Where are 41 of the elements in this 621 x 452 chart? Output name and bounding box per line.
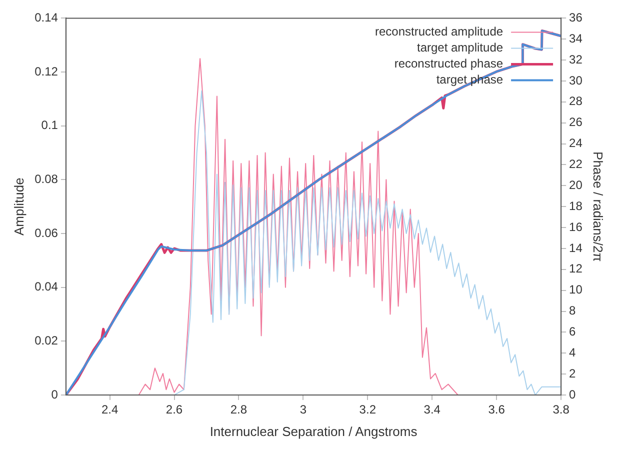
y-tick-label: 0.14 (34, 10, 58, 25)
y2-tick-label: 28 (569, 94, 583, 108)
y2-tick-label: 16 (569, 220, 583, 234)
y2-tick-label: 10 (569, 282, 583, 297)
x-tick-label: 3.2 (359, 402, 376, 417)
y2-tick-label: 8 (569, 304, 576, 318)
y2-tick-label: 18 (569, 198, 583, 213)
y2-tick-label: 0 (569, 387, 576, 402)
y2-tick-label: 2 (569, 366, 576, 380)
y2-tick-label: 12 (569, 262, 583, 276)
y2-tick-label: 24 (569, 136, 583, 150)
x-tick-label: 3.8 (552, 402, 570, 417)
y2-tick-label: 30 (569, 73, 583, 88)
y-axis-title: Amplitude (11, 178, 26, 236)
y2-tick-label: 36 (569, 10, 583, 25)
y2-tick-label: 22 (569, 157, 583, 172)
x-tick-label: 3.6 (488, 402, 506, 417)
x-tick-label: 2.4 (101, 402, 118, 417)
y2-tick-label: 6 (569, 324, 576, 339)
y2-tick-label: 32 (569, 52, 583, 66)
y-tick-label: 0.06 (34, 226, 58, 240)
y2-tick-label: 20 (569, 178, 583, 192)
x-tick-label: 3.4 (424, 402, 441, 417)
y-tick-label: 0.08 (34, 172, 58, 186)
legend-label: target amplitude (416, 40, 504, 55)
x-tick-label: 2.6 (166, 402, 183, 417)
x-tick-label: 2.8 (230, 402, 248, 417)
y2-tick-label: 14 (569, 240, 583, 255)
legend-label: reconstructed phase (394, 56, 504, 71)
x-axis-title: Internuclear Separation / Angstroms (210, 424, 418, 439)
y-tick-label: 0.02 (34, 333, 58, 348)
y2-tick-label: 26 (569, 115, 583, 130)
y2-tick-label: 34 (569, 31, 583, 46)
y-tick-label: 0 (51, 387, 58, 402)
y-tick-label: 0.12 (34, 64, 58, 78)
y-tick-label: 0.1 (41, 118, 58, 132)
y2-axis-title: Phase / radians/2π (590, 152, 606, 262)
y-tick-label: 0.04 (34, 280, 58, 294)
legend-label: reconstructed amplitude (374, 24, 504, 39)
x-tick-label: 3 (300, 402, 307, 417)
y2-tick-label: 4 (569, 345, 576, 360)
